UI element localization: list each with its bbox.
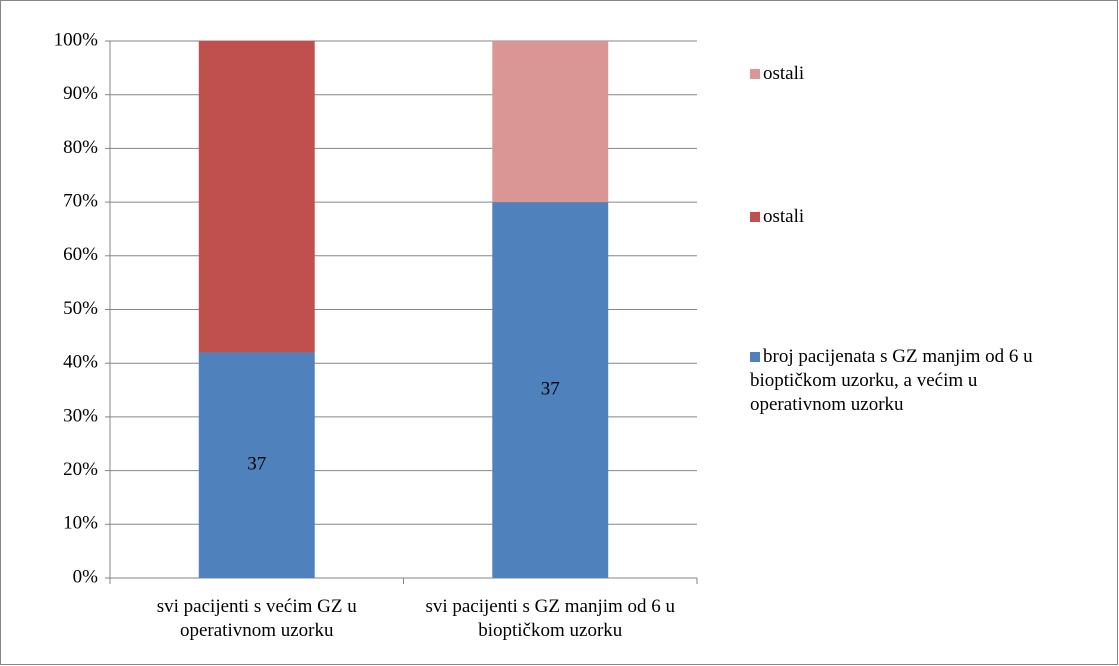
legend-label: ostali [763,63,805,84]
x-tick-label: svi pacijenti s većim GZ u operativnom u… [156,596,357,641]
data-label: 37 [541,378,560,399]
legend-swatch [750,352,760,362]
legend-swatch [750,212,760,222]
legend-label: ostali [763,206,805,227]
y-tick-label: 90% [63,83,98,104]
bar-segment [198,352,315,578]
y-tick-label: 10% [63,513,98,534]
y-tick-label: 30% [63,405,98,426]
y-tick-label: 60% [63,244,98,265]
x-tick-label: svi pacijenti s GZ manjim od 6 u bioptič… [425,596,676,641]
legend-entry: ostali [750,62,1060,86]
legend-swatch [750,69,760,79]
bar-segment [492,202,609,578]
y-tick-label: 0% [73,566,99,587]
y-tick-label: 80% [63,137,98,158]
legend-entry: broj pacijenata s GZ manjim od 6 u biopt… [750,345,1060,417]
y-tick-label: 50% [63,298,98,319]
bar-segment [198,41,315,353]
legend-entry: ostali [750,205,1060,229]
legend-label: broj pacijenata s GZ manjim od 6 u biopt… [750,346,1033,415]
y-tick-label: 20% [63,459,98,480]
y-tick-label: 70% [63,190,98,211]
y-tick-label: 100% [54,29,99,50]
data-label: 37 [247,454,266,475]
y-tick-label: 40% [63,352,98,373]
bar-segment [492,41,609,203]
